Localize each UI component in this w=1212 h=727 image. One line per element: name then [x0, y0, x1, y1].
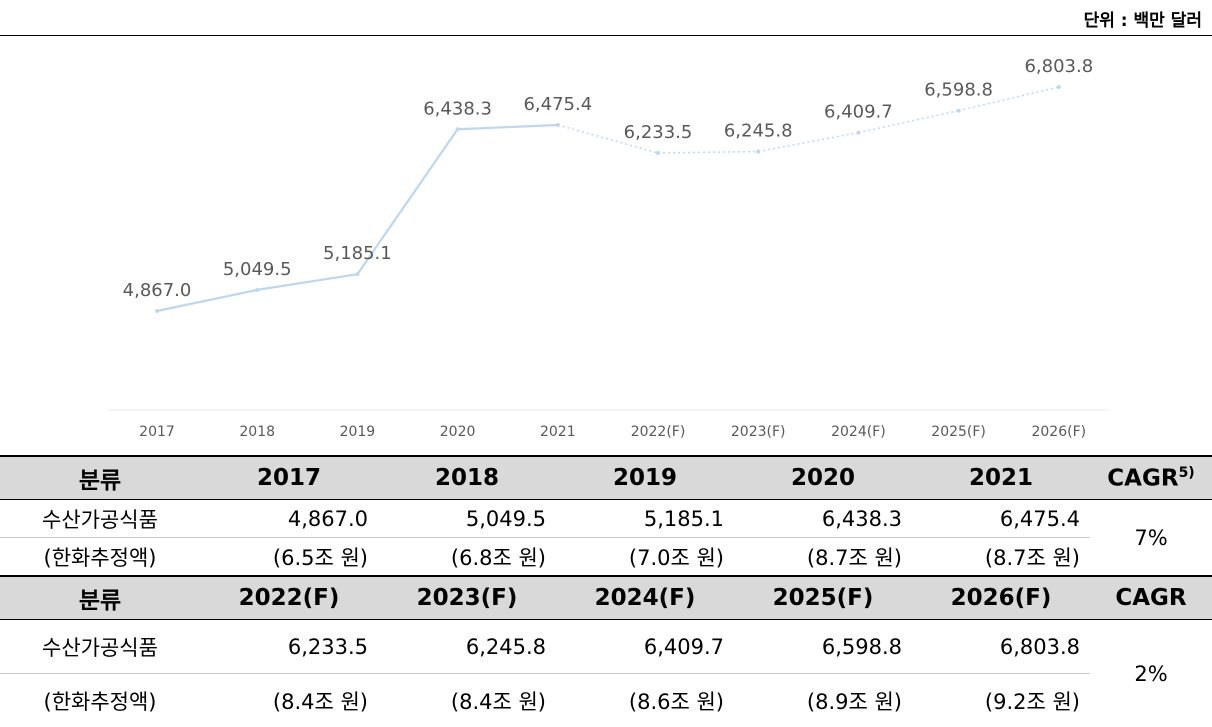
x-tick-label: 2021: [540, 424, 576, 440]
point: [856, 131, 860, 135]
header-cell: 분류: [0, 576, 200, 620]
value-label: 6,803.8: [1024, 56, 1093, 77]
row-label: (한화추정액): [0, 674, 200, 727]
cell: 6,438.3: [734, 500, 912, 538]
point: [155, 309, 159, 313]
cell: 6,598.8: [734, 620, 912, 674]
chart: 4,867.0 2017 5,049.5 2018 5,185.1 2019 6,438.3…: [0, 36, 1212, 452]
cell: 4,867.0: [200, 500, 378, 538]
x-tick-label: 2026(F): [1031, 424, 1086, 440]
x-tick-label: 2019: [340, 424, 376, 440]
point: [255, 288, 259, 292]
cell: 6,409.7: [556, 620, 734, 674]
value-label: 6,438.3: [423, 98, 492, 119]
value-label: 6,598.8: [924, 80, 993, 101]
point: [756, 150, 760, 154]
cell: (8.7조 원): [734, 538, 912, 577]
x-tick-label: 2020: [440, 424, 476, 440]
cell: (7.0조 원): [556, 538, 734, 577]
row-label: 수산가공식품: [0, 620, 200, 674]
header-cell: 2017: [200, 456, 378, 500]
cell: (8.4조 원): [378, 674, 556, 727]
header-cell: 2025(F): [734, 576, 912, 620]
x-tick-label: 2022(F): [631, 424, 686, 440]
value-label: 6,245.8: [724, 121, 793, 142]
header-cell: 분류: [0, 456, 200, 500]
point: [556, 123, 560, 127]
cagr-cell: 2%: [1090, 620, 1212, 727]
point: [355, 272, 359, 276]
data-row: (한화추정액)(8.4조 원)(8.4조 원)(8.6조 원)(8.9조 원)(…: [0, 674, 1212, 727]
value-label: 6,233.5: [624, 122, 693, 143]
x-tick-label: 2017: [139, 424, 175, 440]
data-row: (한화추정액)(6.5조 원)(6.8조 원)(7.0조 원)(8.7조 원)(…: [0, 538, 1212, 577]
point: [957, 109, 961, 113]
cell: (8.4조 원): [200, 674, 378, 727]
cell: 5,049.5: [378, 500, 556, 538]
value-label: 5,185.1: [323, 243, 392, 264]
cell: 6,245.8: [378, 620, 556, 674]
line-segment: [658, 152, 758, 153]
x-tick-label: 2018: [239, 424, 275, 440]
line-segment: [458, 125, 558, 129]
cell: 6,803.8: [912, 620, 1090, 674]
cell: (8.6조 원): [556, 674, 734, 727]
cell: 6,475.4: [912, 500, 1090, 538]
header-cell: 2023(F): [378, 576, 556, 620]
header-cell: 2020: [734, 456, 912, 500]
header-cell: CAGR: [1090, 576, 1212, 620]
point: [1057, 85, 1061, 89]
cell: (8.9조 원): [734, 674, 912, 727]
cell: 5,185.1: [556, 500, 734, 538]
cell: (6.5조 원): [200, 538, 378, 577]
x-tick-label: 2024(F): [831, 424, 886, 440]
cell: (9.2조 원): [912, 674, 1090, 727]
cell: 6,233.5: [200, 620, 378, 674]
x-tick-label: 2025(F): [931, 424, 986, 440]
header-text: CAGR: [1107, 465, 1178, 491]
value-label: 4,867.0: [123, 280, 192, 301]
row-label: 수산가공식품: [0, 500, 200, 538]
cagr-cell: 7%: [1090, 500, 1212, 577]
header-cell: 2018: [378, 456, 556, 500]
header-cell: 2021: [912, 456, 1090, 500]
header-cell: 2022(F): [200, 576, 378, 620]
header-cell: 2024(F): [556, 576, 734, 620]
value-label: 6,409.7: [824, 102, 893, 123]
cell: (8.7조 원): [912, 538, 1090, 577]
value-label: 5,049.5: [223, 259, 292, 280]
footnote-mark: 5): [1179, 465, 1195, 481]
header-text: CAGR: [1115, 585, 1186, 611]
value-label: 6,475.4: [523, 94, 592, 115]
header-cell: 2026(F): [912, 576, 1090, 620]
point: [456, 127, 460, 131]
header-cell: 2019: [556, 456, 734, 500]
unit-label: 단위 : 백만 달러: [1084, 6, 1202, 31]
point: [656, 151, 660, 155]
row-label: (한화추정액): [0, 538, 200, 577]
header-cell: CAGR5): [1090, 456, 1212, 500]
cell: (6.8조 원): [378, 538, 556, 577]
x-tick-label: 2023(F): [731, 424, 786, 440]
